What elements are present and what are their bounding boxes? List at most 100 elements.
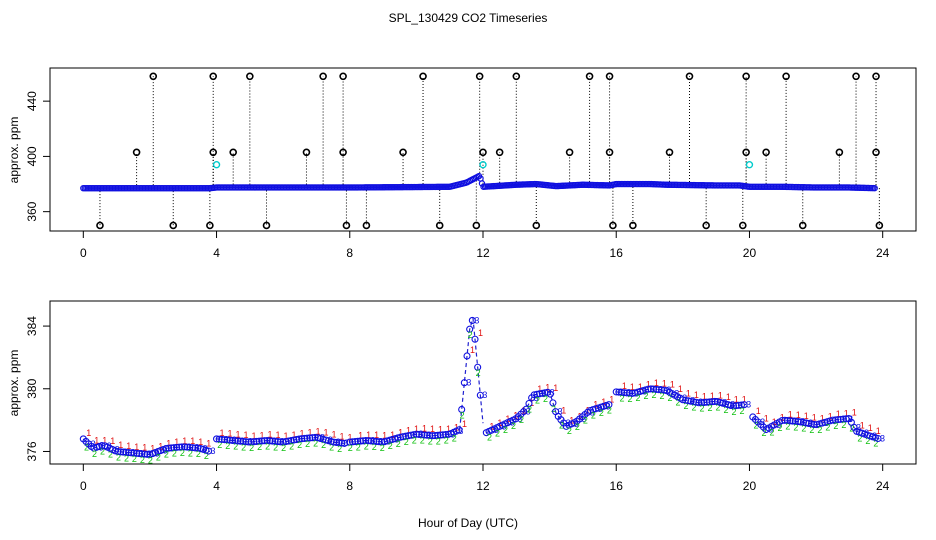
filt-marker-label: 1 [796,410,801,420]
filt-marker-label: 1 [828,411,833,421]
filt-data-point [410,431,418,439]
filt-data-point [700,398,708,406]
filt-data-point [127,449,135,457]
filt-marker-label: 2 [707,403,712,413]
filt-marker-label: 3 [211,446,216,456]
filt-data-point [117,448,125,456]
filt-marker-label: 1 [299,429,304,439]
filt-marker-label: 1 [876,426,881,436]
filt-data-point [626,389,634,397]
raw-spike-point [209,72,218,81]
filt-marker-label: 3 [856,422,861,432]
filt-marker-label: 3 [344,438,349,448]
filt-data-point [644,385,652,393]
filt-marker-label: 1 [291,430,296,440]
filt-marker-label: 3 [187,442,192,452]
filt-marker-label: 2 [140,455,145,465]
filt-marker-label: 3 [864,428,869,438]
filt-marker-label: 2 [599,408,604,418]
filt-data-point [703,398,711,406]
filt-data-point [263,437,271,445]
filt-data-point [348,438,356,446]
filt-marker-label: 2 [84,442,89,452]
filt-marker-label: 1 [630,382,635,392]
filt-marker-label: 2 [857,433,862,443]
filt-marker-label: 1 [374,430,379,440]
raw-spike-point [319,72,327,81]
filt-data-point [346,438,354,446]
filt-marker-label: 1 [742,394,747,404]
filt-data-point [525,399,533,408]
filt-marker-label: 2 [699,404,704,414]
filt-marker-label: 1 [390,430,395,440]
filt-marker-label: 2 [132,454,137,464]
filt-marker-label: 1 [756,406,761,416]
filt-data-point [141,450,149,458]
filt-marker-label: 2 [92,449,97,459]
filt-y-tick-label: 384 [25,316,39,336]
filt-marker-label: 2 [404,437,409,447]
filt-data-point [298,435,306,443]
raw-spike-point [605,72,614,81]
filt-marker-label: 3 [824,418,829,428]
filt-data-point [114,448,122,456]
filt-marker-label: 2 [777,423,782,433]
filt-marker-label: 2 [817,425,822,435]
filt-marker-label: 2 [172,449,177,459]
filt-marker-label: 1 [702,392,707,402]
filt-marker-label: 3 [232,435,237,445]
filt-data-point [623,389,631,397]
filt-marker-label: 3 [808,418,813,428]
filt-data-point [175,443,183,451]
filt-series-line [616,388,747,407]
filt-marker-label: 3 [558,407,563,417]
filt-data-point [308,434,317,442]
filt-data-point [423,431,431,439]
filt-marker-label: 3 [240,436,245,446]
filt-marker-label: 1 [446,424,451,434]
filt-marker-label: 3 [354,437,359,447]
filt-marker-label: 2 [281,443,286,453]
filt-marker-label: 3 [195,443,200,453]
raw-spike-point [609,221,617,230]
filt-marker-label: 2 [543,394,548,404]
raw-spike-point [149,72,158,81]
filt-marker-label: 3 [386,437,391,447]
filt-data-point [271,437,279,445]
filt-data-point [191,444,199,452]
filt-data-point [697,399,706,407]
filt-marker-label: 1 [220,428,225,438]
filt-data-point [418,431,426,439]
filt-data-point [837,415,845,423]
filt-marker-label: 1 [347,432,352,442]
filt-x-tick-label: 12 [476,479,490,493]
filt-marker-label: 1 [118,440,123,450]
filt-marker-label: 1 [622,381,627,391]
filt-data-point [223,436,231,444]
filt-marker-label: 1 [406,426,411,436]
raw-spike-point [762,148,770,157]
filt-x-tick-label: 24 [876,479,890,493]
filt-marker-label: 2 [313,438,318,448]
filt-series-line [216,436,347,445]
filt-marker-label: 2 [668,393,673,403]
filt-data-point [359,437,367,445]
raw-spike-point [342,221,351,230]
filt-marker-label: 3 [320,433,325,443]
filt-marker-label: 2 [731,407,736,417]
filt-data-point [810,420,818,428]
filt-marker-label: 3 [458,426,463,436]
filt-data-point [244,438,253,446]
filt-marker-label: 1 [812,412,817,422]
filt-data-point [268,437,277,445]
filt-data-point [300,434,309,443]
filt-marker-label: 1 [158,442,163,452]
filt-marker-label: 3 [256,437,261,447]
filt-marker-label: 3 [123,447,128,457]
filt-data-point [522,405,530,413]
filt-marker-label: 1 [244,430,249,440]
filt-marker-label: 3 [746,400,751,410]
filt-marker-label: 2 [723,405,728,415]
raw-x-tick-label: 4 [213,246,220,260]
